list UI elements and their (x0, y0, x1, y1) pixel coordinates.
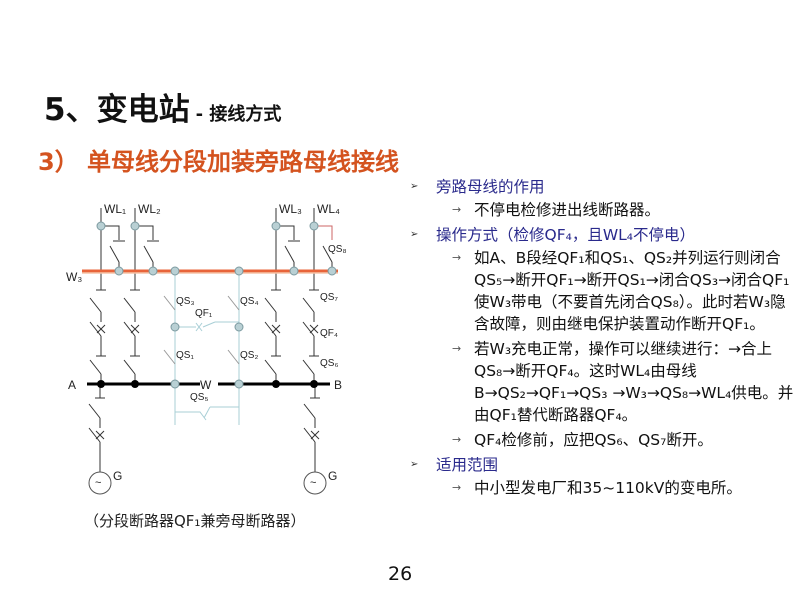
bypass-circuit (174, 271, 240, 425)
slide-content: 旁路母线的作用 →不停电检修进出线断路器。 操作方式（检修QF₄，且WL₄不停电… (408, 176, 800, 502)
label-qf1: QF₁ (195, 308, 213, 319)
generator-symbol: ~ (310, 477, 316, 489)
diagram-caption: （分段断路器QF₁兼旁母断路器） (84, 512, 306, 530)
switch-line (302, 321, 315, 337)
switch-line (309, 324, 319, 334)
bullet-heading: 操作方式（检修QF₄，且WL₄不停电） (408, 224, 800, 246)
label-g1: G (113, 469, 122, 483)
switch-line (303, 403, 316, 419)
generator-icon (88, 471, 327, 495)
label-wl4: WL₄ (317, 202, 340, 216)
switch-line (264, 297, 277, 313)
switch-line (89, 359, 102, 375)
page-number: 26 (388, 563, 413, 585)
label-qs1: QS₁ (176, 350, 194, 361)
title-main: 5、变电站 (44, 92, 190, 128)
label-qs5: QS₅ (190, 392, 208, 403)
bus-nodes (97, 380, 318, 388)
arrow-icon: → (452, 342, 462, 355)
label-qs2: QS₂ (240, 350, 258, 361)
switch-line (89, 321, 102, 337)
label-w3: W₃ (66, 270, 82, 284)
wiring-diagram: ~ ~ WL₁ WL₂ WL₃ WL₄ W₃ A B W QS₅ QS₃ QF₁… (66, 202, 347, 495)
arrow-icon: → (452, 203, 462, 216)
bullet-heading: 适用范围 (408, 454, 800, 476)
switch-line (95, 430, 105, 440)
bypass-disconnects (163, 295, 240, 365)
generator-symbol: ~ (95, 477, 101, 489)
feeder-lines (88, 208, 333, 472)
switch-line (123, 297, 136, 313)
label-a: A (68, 378, 76, 392)
label-wl1: WL₁ (104, 202, 126, 216)
switch-line (303, 427, 316, 443)
switch-line (302, 359, 315, 375)
label-wl3: WL₃ (279, 202, 302, 216)
label-qs4: QS₄ (240, 296, 259, 307)
bullet-item: → QF₄检修前，应把QS₆、QS₇断开。 (452, 431, 713, 449)
bullet-item: → 如A、B段经QF₁和QS₁、QS₂并列运行则闭合QS₅→断开QF₁→断开QS₁… (452, 249, 790, 333)
arrow-icon: → (452, 251, 462, 264)
switch-line (271, 324, 281, 334)
label-qs8: QS₈ (328, 244, 347, 255)
bullet-heading: 旁路母线的作用 (408, 176, 800, 198)
switch-line (123, 321, 136, 337)
label-qs3: QS₃ (176, 296, 195, 307)
label-g2: G (328, 469, 337, 483)
arrow-icon: → (452, 481, 462, 494)
switch-line (130, 324, 140, 334)
label-qf4: QF₄ (320, 328, 338, 339)
switch-line (264, 359, 277, 375)
label-qs7: QS₇ (320, 292, 338, 303)
switch-line (96, 324, 106, 334)
switch-line (88, 403, 101, 419)
junction-nodes (96, 221, 337, 389)
label-b: B (334, 378, 342, 392)
switch-line (302, 297, 315, 313)
slide-title: 5、变电站 - 接线方式 (44, 84, 281, 129)
section-subtitle: 3） 单母线分段加装旁路母线接线 (38, 148, 400, 176)
label-qs6: QS₆ (320, 358, 338, 369)
switch-line (310, 430, 320, 440)
label-w: W (200, 378, 212, 392)
switch-line (88, 427, 101, 443)
arrow-icon: → (452, 433, 462, 446)
switch-line (264, 321, 277, 337)
switch-line (123, 359, 136, 375)
label-wl2: WL₂ (138, 202, 161, 216)
bullet-item: → 不停电检修进出线断路器。 (452, 201, 661, 219)
bullet-item: → 中小型发电厂和35~110kV的变电所。 (452, 479, 742, 497)
bullet-item: → 若W₃充电正常，操作可以继续进行：→合上QS₈→断开QF₄。这时WL₄由母线B… (452, 340, 794, 424)
switch-line (89, 297, 102, 313)
title-sub: - 接线方式 (195, 104, 282, 125)
